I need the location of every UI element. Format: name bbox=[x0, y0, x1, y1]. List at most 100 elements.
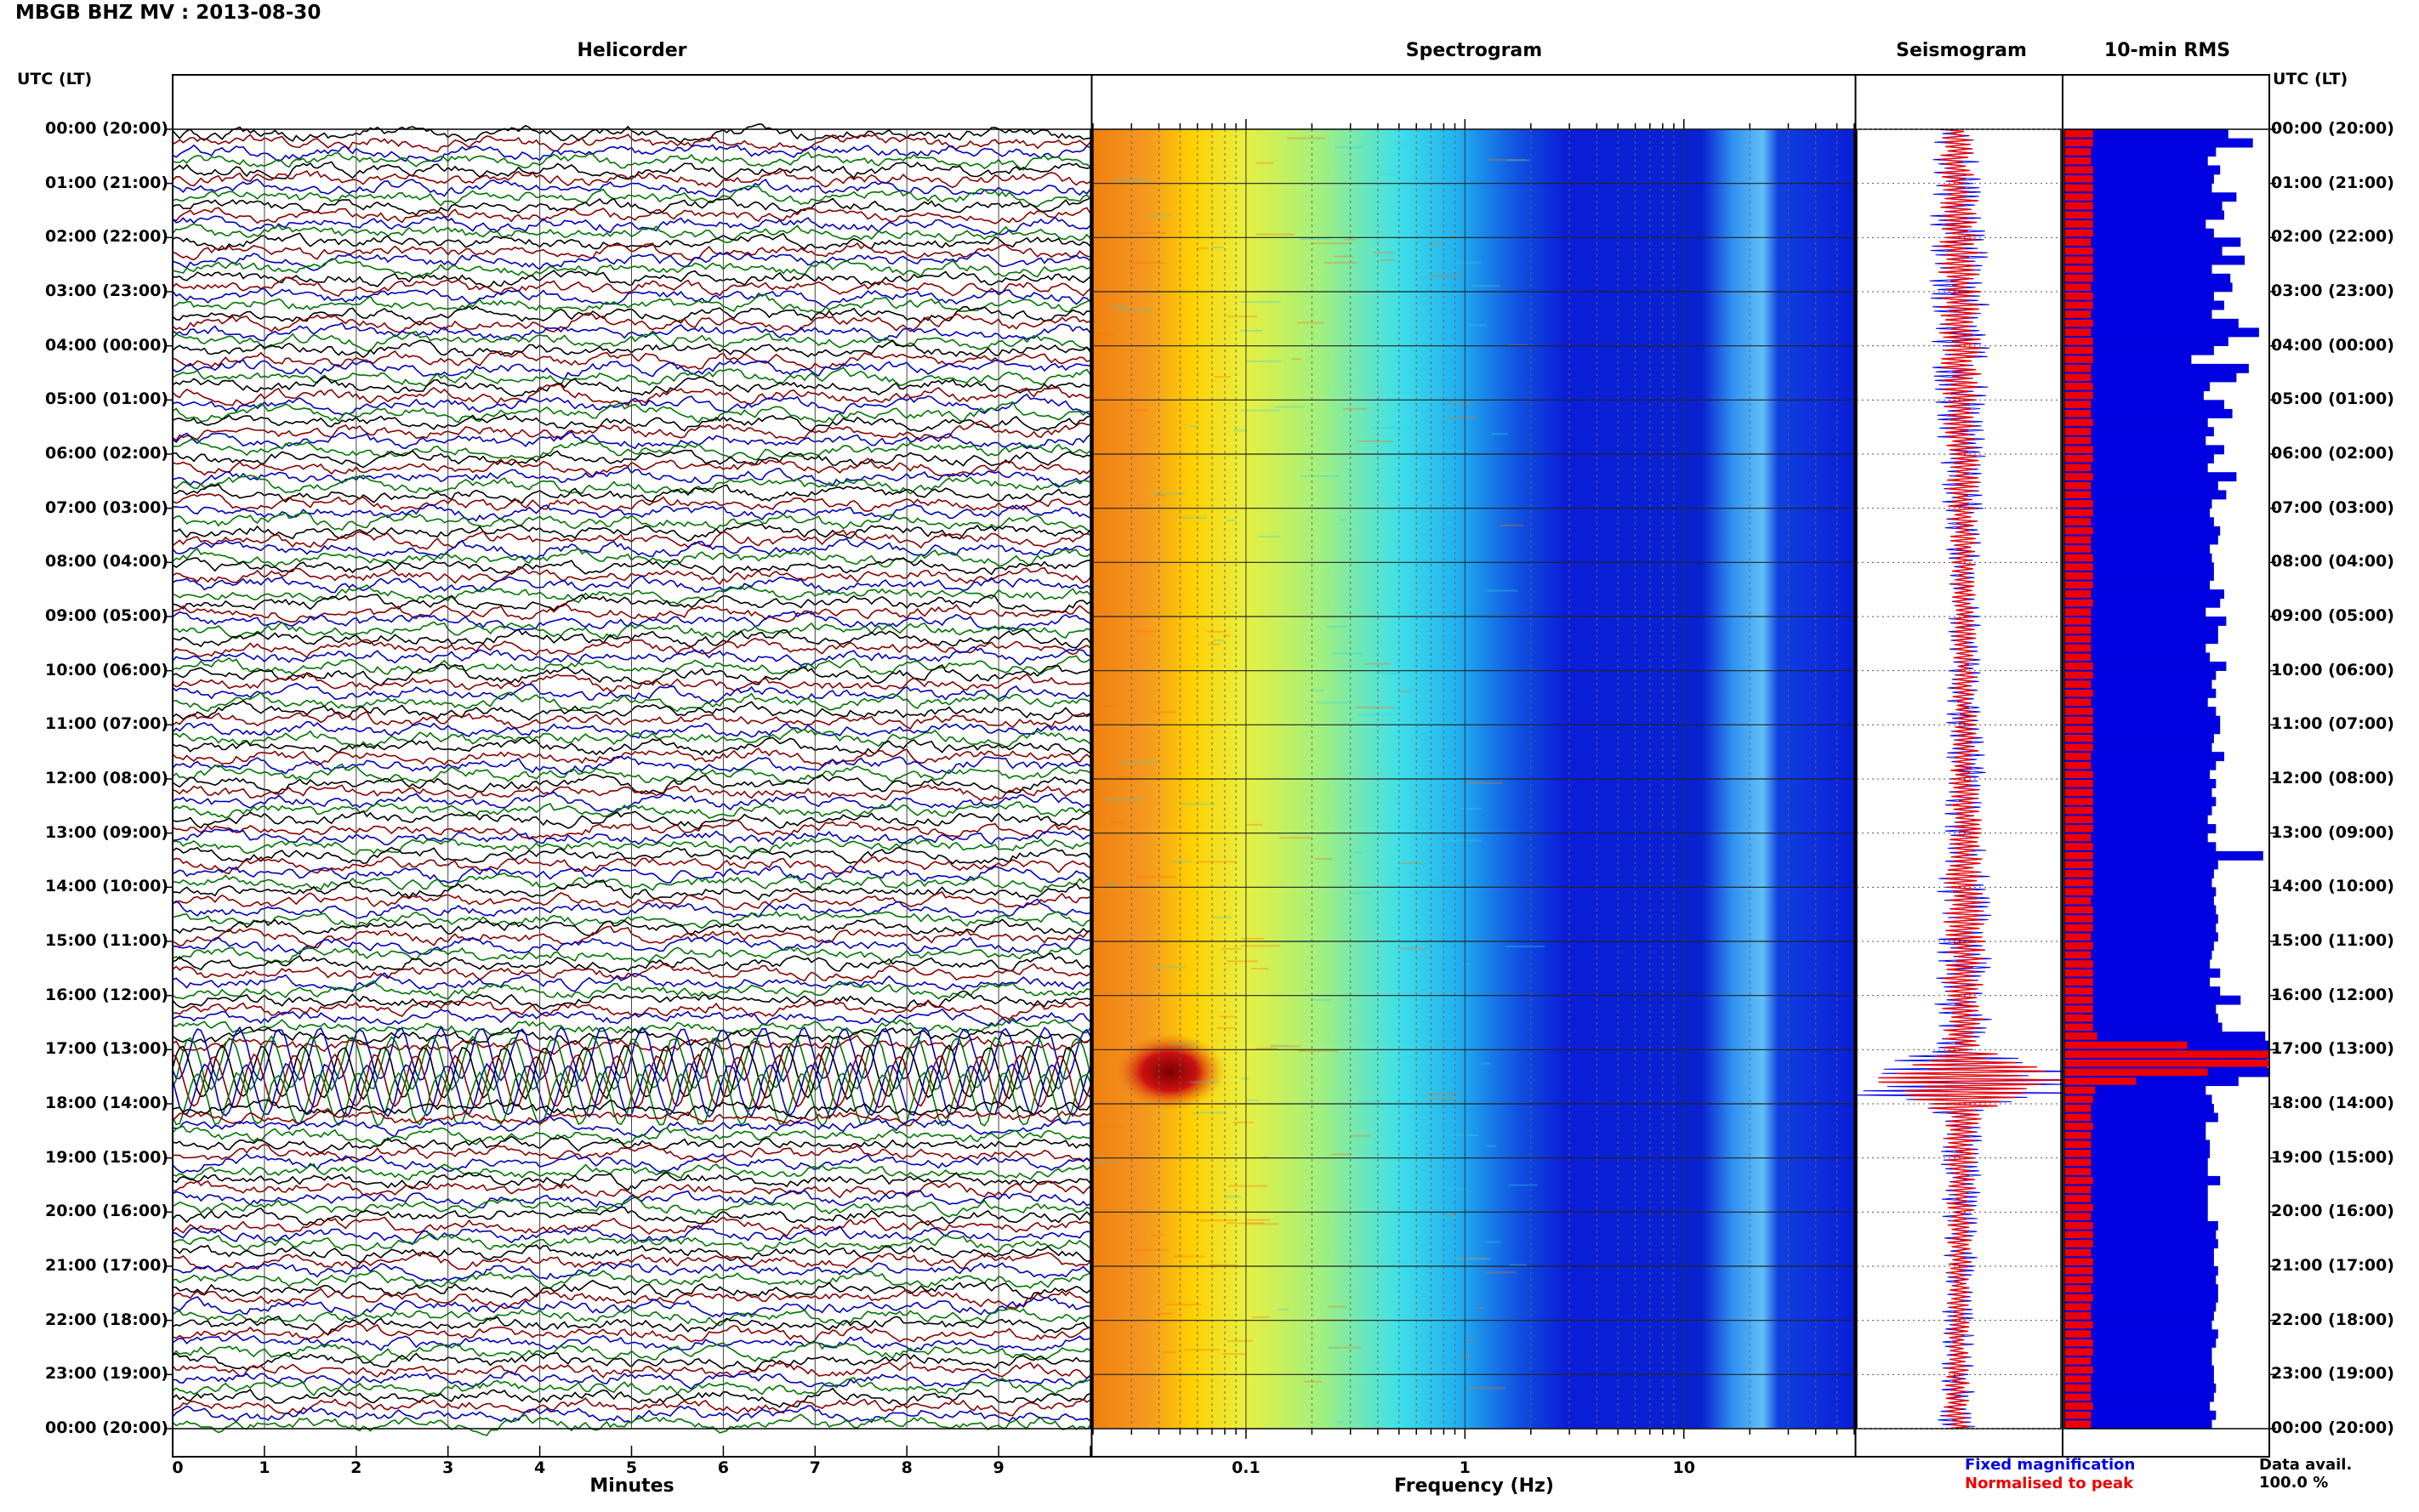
rms-peak-bar bbox=[2064, 1357, 2092, 1365]
rms-fixed-bar bbox=[2064, 941, 2214, 951]
rms-peak-bar bbox=[2064, 238, 2092, 246]
rms-fixed-bar bbox=[2064, 905, 2217, 915]
rms-peak-bar bbox=[2064, 689, 2093, 697]
rms-peak-bar bbox=[2064, 1068, 2208, 1077]
rms-fixed-bar bbox=[2064, 1365, 2214, 1375]
spectrogram-texture bbox=[1136, 630, 1160, 633]
rms-peak-bar bbox=[2064, 1095, 2093, 1103]
time-tick-label: 10:00 (06:00) bbox=[2271, 660, 2394, 679]
spectrogram-texture bbox=[1153, 711, 1176, 713]
rms-fixed-bar bbox=[2064, 463, 2208, 473]
rms-peak-bar bbox=[2064, 1168, 2092, 1175]
spectrogram-texture bbox=[1428, 243, 1446, 246]
spectrogram-texture bbox=[1393, 392, 1420, 395]
spectrogram-texture bbox=[1485, 589, 1518, 592]
rms-peak-bar bbox=[2064, 563, 2093, 571]
rms-peak-bar bbox=[2064, 1248, 2092, 1257]
rms-fixed-bar bbox=[2064, 571, 2214, 581]
rms-fixed-bar bbox=[2064, 878, 2212, 888]
time-tick-label: 22:00 (18:00) bbox=[2271, 1310, 2394, 1329]
rms-peak-bar bbox=[2064, 1203, 2093, 1212]
spectrogram-texture bbox=[1279, 837, 1312, 839]
rms-peak-bar bbox=[2064, 996, 2093, 1004]
rms-fixed-bar bbox=[2064, 1004, 2217, 1015]
minutes-tick-label: 2 bbox=[350, 1458, 362, 1477]
rms-peak-bar bbox=[2064, 220, 2093, 228]
minutes-tick-label: 5 bbox=[625, 1458, 638, 1477]
spectrogram-texture bbox=[1491, 433, 1508, 435]
spectrogram-texture bbox=[1446, 1214, 1456, 1217]
time-tick-label: 15:00 (11:00) bbox=[45, 931, 168, 950]
rms-fixed-bar bbox=[2064, 1122, 2206, 1132]
rms-peak-bar bbox=[2064, 229, 2093, 237]
spectrogram-texture bbox=[1335, 146, 1363, 149]
spectrogram-texture bbox=[1221, 947, 1241, 950]
rms-peak-bar bbox=[2064, 1023, 2093, 1032]
spectrogram-texture bbox=[1436, 521, 1454, 524]
spectrogram-texture bbox=[1364, 662, 1391, 665]
rms-peak-bar bbox=[2064, 915, 2093, 923]
rms-fixed-bar bbox=[2064, 1266, 2218, 1276]
spectrogram-texture bbox=[1458, 1257, 1487, 1259]
rms-peak-bar bbox=[2064, 193, 2093, 201]
rms-fixed-bar bbox=[2064, 237, 2241, 247]
spectrogram-texture bbox=[1326, 626, 1347, 628]
rms-peak-bar bbox=[2064, 951, 2092, 959]
rms-peak-bar bbox=[2064, 256, 2093, 264]
rms-peak-bar bbox=[2064, 581, 2093, 589]
minutes-tick-label: 0 bbox=[172, 1458, 184, 1477]
rms-fixed-bar bbox=[2064, 1311, 2214, 1321]
rms-fixed-bar bbox=[2064, 1410, 2217, 1420]
rms-peak-bar bbox=[2064, 969, 2093, 977]
rms-peak-bar bbox=[2064, 202, 2093, 210]
spectrogram-texture bbox=[1505, 946, 1545, 947]
time-tick-label: 07:00 (03:00) bbox=[45, 497, 168, 517]
utc-axis-label-left: UTC (LT) bbox=[17, 70, 93, 88]
rms-fixed-bar bbox=[2064, 815, 2208, 825]
rms-fixed-bar bbox=[2064, 282, 2233, 293]
spectrogram-texture bbox=[1343, 407, 1368, 410]
rms-fixed-bar bbox=[2064, 1185, 2208, 1195]
spectrogram-texture bbox=[1192, 1111, 1227, 1114]
spectrogram-texture bbox=[1312, 242, 1352, 245]
spectrogram-texture bbox=[1486, 1145, 1497, 1147]
spectrogram-texture bbox=[1093, 1162, 1118, 1164]
rms-fixed-bar bbox=[2064, 454, 2214, 463]
spectrogram-texture bbox=[1336, 1421, 1344, 1424]
rms-peak-bar bbox=[2064, 608, 2092, 616]
rms-fixed-bar bbox=[2064, 1130, 2206, 1140]
rms-fixed-bar bbox=[2064, 1167, 2208, 1177]
rms-fixed-bar bbox=[2064, 165, 2221, 175]
rms-peak-bar bbox=[2064, 743, 2093, 752]
time-tick-label: 20:00 (16:00) bbox=[2271, 1202, 2394, 1221]
minutes-tick-label: 1 bbox=[259, 1458, 270, 1477]
spectrogram-texture bbox=[1241, 937, 1265, 940]
spectrogram-texture bbox=[1207, 630, 1227, 633]
spectrogram-texture bbox=[1507, 344, 1528, 346]
rms-fixed-bar bbox=[2064, 382, 2211, 392]
rms-fixed-bar bbox=[2064, 1157, 2208, 1168]
rms-fixed-bar bbox=[2064, 129, 2228, 139]
rms-fixed-bar bbox=[2064, 418, 2208, 428]
rms-fixed-bar bbox=[2064, 1383, 2217, 1393]
rms-fixed-bar bbox=[2064, 562, 2214, 572]
rms-peak-bar bbox=[2064, 1276, 2093, 1284]
rms-fixed-bar bbox=[2064, 345, 2214, 355]
rms-peak-bar bbox=[2064, 247, 2093, 255]
rms-peak-bar bbox=[2064, 428, 2092, 435]
spectrogram-texture bbox=[1110, 305, 1128, 308]
rms-peak-bar bbox=[2064, 1267, 2093, 1275]
spectrogram-texture bbox=[1136, 876, 1176, 878]
spectrogram-texture bbox=[1189, 425, 1198, 428]
spectrogram-texture bbox=[1278, 1308, 1289, 1310]
minutes-tick-label: 9 bbox=[993, 1458, 1005, 1477]
time-tick-label: 17:00 (13:00) bbox=[45, 1039, 168, 1059]
helicorder-title: Helicorder bbox=[577, 40, 687, 61]
minutes-tick-label: 7 bbox=[809, 1458, 821, 1477]
spectrogram-texture bbox=[1356, 707, 1395, 708]
spectrogram-texture bbox=[1233, 429, 1246, 432]
rms-peak-bar bbox=[2064, 500, 2093, 508]
rms-fixed-bar bbox=[2064, 860, 2218, 870]
rms-peak-bar bbox=[2064, 383, 2093, 390]
spectrogram-texture bbox=[1323, 261, 1357, 264]
